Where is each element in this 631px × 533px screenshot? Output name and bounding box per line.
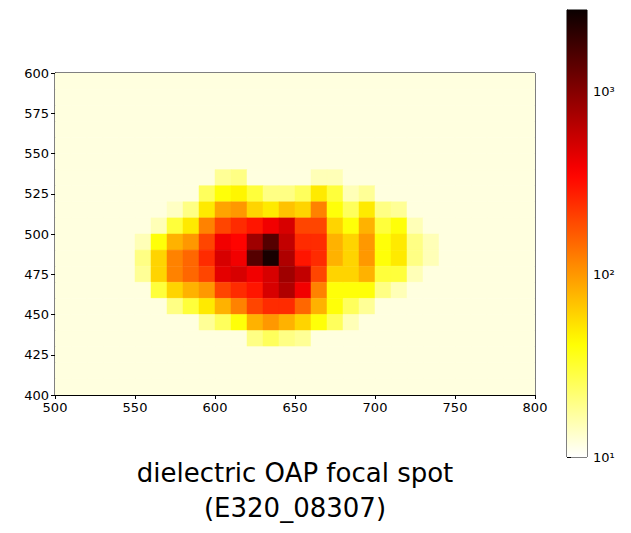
svg-text:750: 750 [443, 400, 468, 415]
svg-text:575: 575 [24, 106, 49, 121]
svg-text:dielectric OAP focal spot: dielectric OAP focal spot [137, 458, 454, 488]
svg-text:(E320_08307): (E320_08307) [204, 493, 386, 523]
svg-text:800: 800 [523, 400, 548, 415]
svg-text:600: 600 [24, 66, 49, 81]
svg-text:700: 700 [363, 400, 388, 415]
svg-text:550: 550 [24, 146, 49, 161]
svg-text:10²: 10² [593, 267, 615, 282]
svg-text:525: 525 [24, 186, 49, 201]
svg-text:10¹: 10¹ [593, 450, 615, 465]
svg-text:550: 550 [123, 400, 148, 415]
svg-text:425: 425 [24, 347, 49, 362]
svg-text:10³: 10³ [593, 84, 615, 99]
svg-text:400: 400 [24, 387, 49, 403]
svg-text:475: 475 [24, 267, 49, 282]
svg-text:450: 450 [24, 307, 49, 322]
svg-text:500: 500 [24, 227, 49, 242]
svg-text:600: 600 [203, 400, 228, 415]
svg-text:500: 500 [43, 400, 68, 415]
svg-text:650: 650 [283, 400, 308, 415]
